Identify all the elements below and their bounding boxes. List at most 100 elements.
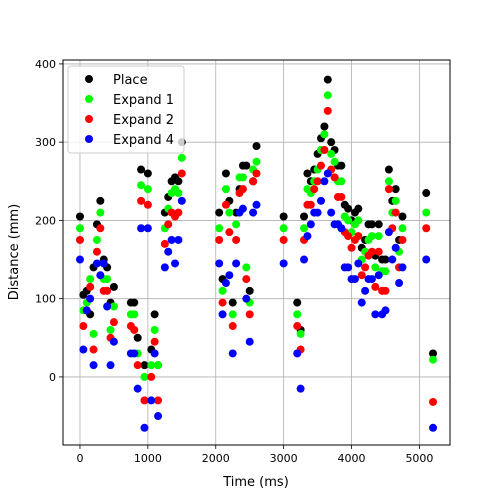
point-expand-2 [86,282,95,291]
point-expand-4 [296,384,305,393]
point-expand-2 [354,232,363,241]
point-expand-1 [293,310,302,319]
point-expand-2 [130,325,139,334]
point-expand-4 [150,349,159,358]
x-axis-label: Time (ms) [222,475,289,490]
point-expand-1 [215,224,224,233]
point-expand-2 [137,196,146,205]
point-place [137,165,146,174]
point-expand-4 [350,275,359,284]
point-expand-2 [381,286,390,295]
point-expand-4 [391,243,400,252]
point-expand-1 [279,224,288,233]
point-expand-4 [177,196,186,205]
point-expand-4 [249,208,258,217]
point-place [327,138,336,147]
legend-entries: Place Expand 1 Expand 2 Expand 4 [85,73,174,148]
point-expand-4 [171,259,180,268]
point-expand-4 [96,271,105,280]
point-expand-1 [320,130,329,139]
point-expand-1 [96,208,105,217]
point-expand-2 [245,310,254,319]
plot-area-frame [62,59,451,446]
y-tick-label: 400 [35,58,56,71]
point-expand-4 [82,306,91,315]
point-expand-1 [300,224,309,233]
point-place [367,220,376,229]
point-expand-2 [232,235,241,244]
point-expand-4 [384,228,393,237]
point-expand-2 [103,286,112,295]
point-expand-2 [323,106,332,115]
point-expand-4 [361,286,370,295]
point-place [323,75,332,84]
point-expand-4 [215,259,224,268]
point-expand-4 [221,279,230,288]
point-place [215,208,224,217]
point-expand-4 [238,204,247,213]
point-expand-1 [75,224,84,233]
point-expand-2 [218,298,227,307]
point-place [252,142,261,151]
point-expand-1 [103,275,112,284]
point-expand-4 [133,384,142,393]
point-expand-2 [371,282,380,291]
legend-marker-place [85,75,93,83]
point-expand-1 [429,355,438,364]
legend-marker-expand-2 [85,115,93,123]
point-expand-2 [225,228,234,237]
point-expand-1 [174,189,183,198]
point-expand-4 [371,310,380,319]
point-expand-2 [317,161,325,170]
point-expand-1 [221,185,230,194]
point-expand-1 [384,177,393,186]
point-expand-4 [252,200,261,209]
point-expand-2 [330,173,339,182]
point-expand-2 [79,322,88,331]
point-expand-4 [320,177,329,186]
legend-label-expand-2: Expand 2 [113,113,174,128]
point-place [374,220,383,229]
point-expand-1 [252,157,261,166]
point-expand-1 [137,181,146,190]
point-expand-4 [147,396,156,405]
point-place [96,196,105,205]
point-expand-1 [130,310,139,319]
point-expand-4 [313,208,322,217]
point-expand-2 [313,177,322,186]
point-expand-2 [154,396,163,405]
point-expand-2 [160,239,169,248]
x-tick-label: 2000 [202,452,230,465]
point-expand-2 [357,271,366,280]
x-tick-label: 1000 [134,452,162,465]
legend-marker-expand-4 [85,135,93,143]
point-place [140,361,149,370]
point-expand-4 [228,349,237,358]
legend-label-expand-1: Expand 1 [113,93,174,108]
point-expand-2 [228,322,237,331]
x-tick-label: 5000 [405,452,433,465]
point-expand-1 [344,216,353,225]
y-tick-label: 200 [35,214,56,227]
point-expand-2 [89,345,98,354]
point-expand-2 [177,169,186,178]
point-place [75,212,84,221]
point-place [221,169,230,178]
point-expand-4 [218,310,227,319]
point-expand-2 [306,200,315,209]
point-expand-2 [75,235,84,244]
legend-box [67,65,185,154]
point-place [429,349,438,358]
point-expand-4 [317,196,325,205]
y-tick-label: 300 [35,136,56,149]
point-expand-4 [103,302,112,311]
point-expand-1 [367,232,376,241]
point-expand-1 [86,275,95,284]
point-place [422,189,431,198]
point-expand-2 [96,224,105,233]
point-expand-1 [296,329,305,338]
point-expand-2 [249,177,258,186]
point-expand-2 [347,243,356,252]
point-expand-4 [143,224,152,233]
